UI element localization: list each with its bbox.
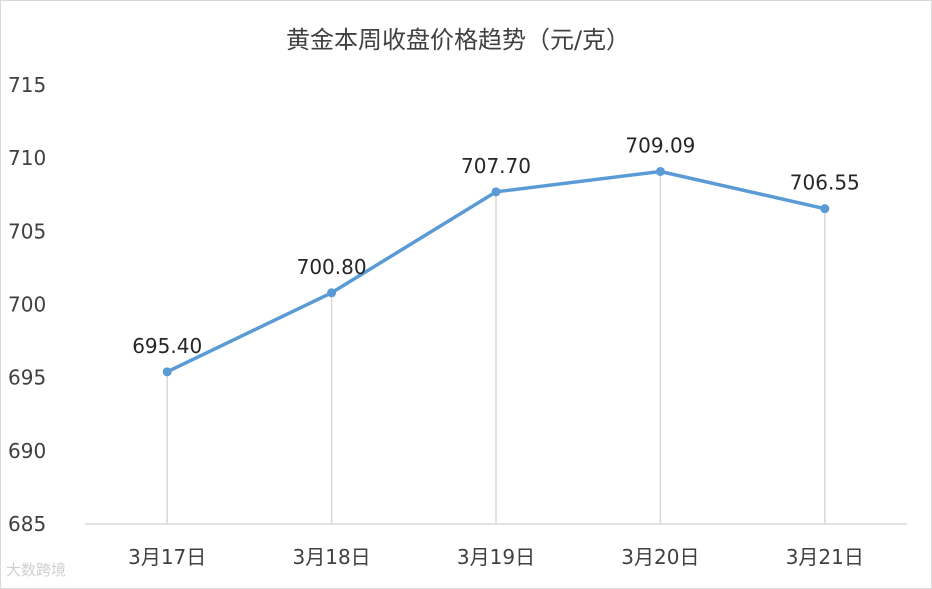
data-label: 707.70	[461, 154, 531, 178]
data-point	[162, 367, 172, 377]
y-tick-label: 705	[8, 219, 46, 243]
data-label: 709.09	[625, 133, 695, 157]
y-tick-label: 700	[8, 293, 46, 317]
x-tick-label: 3月18日	[293, 545, 371, 569]
x-tick-label: 3月17日	[128, 545, 206, 569]
data-point	[491, 187, 501, 197]
data-point	[327, 288, 337, 298]
data-point	[655, 166, 665, 176]
data-point	[820, 204, 830, 214]
watermark-text: 大数跨境	[6, 561, 67, 579]
chart-title: 黄金本周收盘价格趋势（元/克）	[286, 26, 630, 54]
data-label: 700.80	[297, 255, 367, 279]
data-label: 695.40	[132, 334, 202, 358]
data-label: 706.55	[790, 171, 860, 195]
y-tick-label: 685	[8, 512, 46, 536]
series-line-group	[162, 166, 830, 377]
x-tick-label: 3月20日	[621, 545, 699, 569]
y-tick-label: 695	[8, 366, 46, 390]
x-tick-label: 3月19日	[457, 545, 535, 569]
y-tick-label: 710	[8, 146, 46, 170]
x-axis: 3月17日 3月18日 3月19日 3月20日 3月21日	[85, 523, 907, 569]
data-labels: 695.40 700.80 707.70 709.09 706.55	[132, 133, 860, 357]
y-axis: 685 690 695 700 705 710 715	[8, 73, 46, 536]
drop-lines	[166, 171, 826, 524]
y-tick-label: 690	[8, 439, 46, 463]
y-tick-label: 715	[8, 73, 46, 97]
x-tick-label: 3月21日	[786, 545, 864, 569]
